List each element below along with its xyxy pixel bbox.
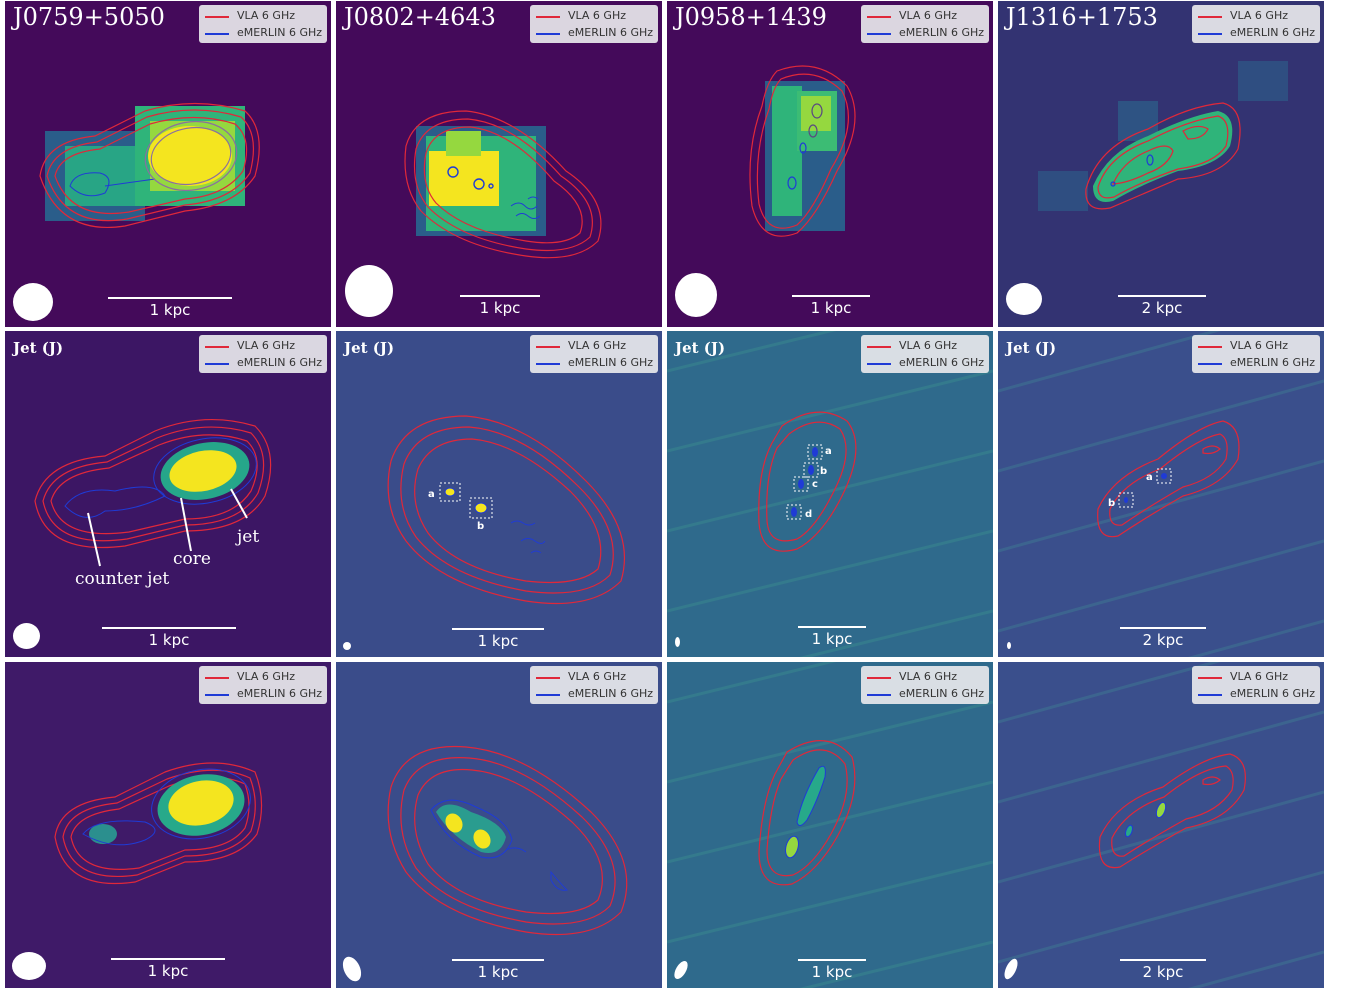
scale-bar: 1 kpc	[452, 959, 544, 985]
panel-r3-j0958: VLA 6 GHz eMERLIN 6 GHz 1 kpc	[667, 662, 993, 988]
legend-emerlin: eMERLIN 6 GHz	[1230, 356, 1316, 369]
legend-emerlin: eMERLIN 6 GHz	[1230, 26, 1316, 39]
legend-emerlin: eMERLIN 6 GHz	[237, 687, 323, 700]
component-label-b: b	[820, 466, 828, 477]
legend-emerlin: eMERLIN 6 GHz	[237, 356, 323, 369]
legend: VLA 6 GHz eMERLIN 6 GHz	[199, 335, 327, 373]
beam-ellipse	[1007, 642, 1011, 649]
component-label-a: a	[1146, 472, 1153, 483]
scale-bar: 2 kpc	[1120, 959, 1206, 985]
legend: VLA 6 GHz eMERLIN 6 GHz	[199, 5, 327, 43]
legend-emerlin: eMERLIN 6 GHz	[568, 26, 654, 39]
panel-title: J0802+4643	[344, 3, 496, 31]
annotation-jet: jet	[237, 527, 260, 547]
legend: VLA 6 GHz eMERLIN 6 GHz	[199, 666, 327, 704]
scale-bar: 1 kpc	[798, 626, 866, 652]
legend: VLA 6 GHz eMERLIN 6 GHz	[1192, 335, 1320, 373]
panel-r2-j1316: Jet (J) VLA 6 GHz eMERLIN 6 GHz a b 2 kp…	[998, 331, 1324, 657]
legend-vla: VLA 6 GHz	[1230, 339, 1288, 352]
component-label-a: a	[825, 446, 832, 457]
panel-tag: Jet (J)	[1006, 339, 1057, 357]
legend-emerlin: eMERLIN 6 GHz	[237, 26, 323, 39]
scale-bar: 2 kpc	[1120, 627, 1206, 653]
legend-emerlin: eMERLIN 6 GHz	[899, 26, 985, 39]
panel-r3-j0802: VLA 6 GHz eMERLIN 6 GHz 1 kpc	[336, 662, 662, 988]
component-label-a: a	[428, 489, 435, 500]
panel-r1-j0958: J0958+1439 VLA 6 GHz eMERLIN 6 GHz 1 kpc	[667, 1, 993, 327]
panel-tag: Jet (J)	[13, 339, 64, 357]
panel-r3-j1316: VLA 6 GHz eMERLIN 6 GHz 2 kpc	[998, 662, 1324, 988]
scale-bar: 1 kpc	[102, 627, 236, 653]
scale-bar: 1 kpc	[108, 297, 232, 323]
scale-bar: 1 kpc	[111, 958, 225, 984]
panel-title: J1316+1753	[1006, 3, 1158, 31]
panel-r2-j0958: Jet (J) VLA 6 GHz eMERLIN 6 GHz a b c d …	[667, 331, 993, 657]
annotation-core: core	[173, 549, 211, 569]
scale-bar: 1 kpc	[460, 295, 540, 321]
beam-ellipse	[13, 283, 53, 321]
beam-ellipse	[345, 265, 393, 317]
legend-vla: VLA 6 GHz	[899, 339, 957, 352]
legend-vla: VLA 6 GHz	[899, 9, 957, 22]
beam-ellipse	[1006, 283, 1042, 315]
legend-vla: VLA 6 GHz	[237, 670, 295, 683]
legend: VLA 6 GHz eMERLIN 6 GHz	[861, 335, 989, 373]
annotation-counter-jet: counter jet	[75, 569, 170, 589]
legend-emerlin: eMERLIN 6 GHz	[1230, 687, 1316, 700]
component-label-b: b	[1108, 498, 1116, 509]
beam-ellipse	[675, 273, 717, 317]
component-label-c: c	[812, 479, 818, 490]
legend: VLA 6 GHz eMERLIN 6 GHz	[530, 666, 658, 704]
beam-ellipse	[343, 642, 351, 650]
legend: VLA 6 GHz eMERLIN 6 GHz	[861, 5, 989, 43]
legend-vla: VLA 6 GHz	[568, 670, 626, 683]
legend-emerlin: eMERLIN 6 GHz	[568, 687, 654, 700]
component-label-d: d	[805, 509, 813, 520]
legend-vla: VLA 6 GHz	[1230, 670, 1288, 683]
legend-vla: VLA 6 GHz	[568, 9, 626, 22]
legend: VLA 6 GHz eMERLIN 6 GHz	[530, 5, 658, 43]
panel-r1-j0759: J0759+5050 VLA 6 GHz eMERLIN 6 GHz 1 kpc	[5, 1, 331, 327]
scale-bar: 1 kpc	[452, 628, 544, 654]
legend-emerlin: eMERLIN 6 GHz	[899, 687, 985, 700]
legend: VLA 6 GHz eMERLIN 6 GHz	[530, 335, 658, 373]
panel-r3-j0759: VLA 6 GHz eMERLIN 6 GHz 1 kpc	[5, 662, 331, 988]
panel-r2-j0802: Jet (J) VLA 6 GHz eMERLIN 6 GHz a b 1 kp…	[336, 331, 662, 657]
scale-bar: 1 kpc	[798, 959, 866, 985]
scale-bar: 1 kpc	[792, 295, 870, 321]
legend: VLA 6 GHz eMERLIN 6 GHz	[1192, 666, 1320, 704]
beam-ellipse	[13, 623, 40, 649]
scale-bar: 2 kpc	[1118, 295, 1206, 321]
beam-ellipse	[675, 637, 680, 647]
legend-vla: VLA 6 GHz	[237, 9, 295, 22]
panel-r1-j1316: J1316+1753 VLA 6 GHz eMERLIN 6 GHz 2 kpc	[998, 1, 1324, 327]
component-label-b: b	[477, 521, 485, 532]
legend: VLA 6 GHz eMERLIN 6 GHz	[1192, 5, 1320, 43]
panel-title: J0759+5050	[13, 3, 165, 31]
legend-vla: VLA 6 GHz	[237, 339, 295, 352]
legend-vla: VLA 6 GHz	[1230, 9, 1288, 22]
legend-vla: VLA 6 GHz	[899, 670, 957, 683]
legend-emerlin: eMERLIN 6 GHz	[568, 356, 654, 369]
panel-tag: Jet (J)	[675, 339, 726, 357]
panel-r1-j0802: J0802+4643 VLA 6 GHz eMERLIN 6 GHz 1 kpc	[336, 1, 662, 327]
legend-vla: VLA 6 GHz	[568, 339, 626, 352]
beam-ellipse	[12, 952, 46, 980]
legend: VLA 6 GHz eMERLIN 6 GHz	[861, 666, 989, 704]
panel-tag: Jet (J)	[344, 339, 395, 357]
panel-title: J0958+1439	[675, 3, 827, 31]
legend-emerlin: eMERLIN 6 GHz	[899, 356, 985, 369]
panel-r2-j0759: Jet (J) VLA 6 GHz eMERLIN 6 GHz counter …	[5, 331, 331, 657]
